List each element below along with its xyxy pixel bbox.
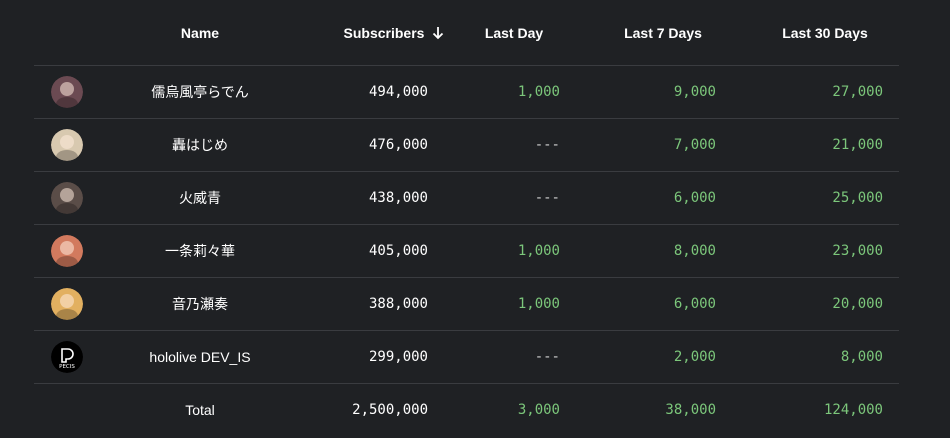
total-last-7-days: 38,000	[665, 402, 716, 418]
last-day-change: 1,000	[517, 296, 560, 312]
last-7-days-change: 9,000	[673, 84, 716, 100]
table-row[interactable]: 轟はじめ 476,000 --- 7,000 21,000	[34, 119, 899, 172]
last-day-change: 1,000	[517, 243, 560, 259]
subscriber-count: 405,000	[368, 243, 428, 259]
last-day-change: 1,000	[517, 84, 560, 100]
last-30-days-change: 25,000	[832, 190, 883, 206]
last-30-days-change: 20,000	[832, 296, 883, 312]
last-7-days-change: 6,000	[673, 296, 716, 312]
table-row[interactable]: PECIS hololive DEV_IS 299,000 --- 2,000 8,000	[34, 331, 899, 384]
last-7-days-change: 7,000	[673, 137, 716, 153]
avatar[interactable]: PECIS	[51, 341, 83, 373]
table-header: Name Subscribers Last Day Last 7 Days La…	[34, 0, 899, 66]
last-day-change: ---	[534, 190, 560, 206]
table-row[interactable]: 火威青 438,000 --- 6,000 25,000	[34, 172, 899, 225]
avatar[interactable]	[51, 235, 83, 267]
last-30-days-change: 21,000	[832, 137, 883, 153]
header-name[interactable]: Name	[180, 24, 220, 41]
avatar[interactable]	[51, 129, 83, 161]
avatar[interactable]	[51, 288, 83, 320]
last-30-days-change: 8,000	[840, 349, 883, 365]
total-last-day: 3,000	[517, 402, 560, 418]
channel-name[interactable]: 轟はじめ	[172, 137, 228, 153]
total-last-30-days: 124,000	[823, 402, 883, 418]
subscriber-count: 299,000	[368, 349, 428, 365]
table-row[interactable]: 音乃瀬奏 388,000 1,000 6,000 20,000	[34, 278, 899, 331]
channel-name[interactable]: 儒烏風亭らでん	[151, 84, 249, 100]
header-last-day[interactable]: Last Day	[484, 24, 544, 41]
avatar[interactable]	[51, 76, 83, 108]
last-7-days-change: 6,000	[673, 190, 716, 206]
channel-name[interactable]: 音乃瀬奏	[172, 296, 228, 312]
subscriber-count: 388,000	[368, 296, 428, 312]
subscriber-stats-table: Name Subscribers Last Day Last 7 Days La…	[34, 0, 899, 436]
table-row[interactable]: 儒烏風亭らでん 494,000 1,000 9,000 27,000	[34, 66, 899, 119]
header-subscribers[interactable]: Subscribers	[324, 0, 464, 65]
subscriber-count: 438,000	[368, 190, 428, 206]
last-day-change: ---	[534, 349, 560, 365]
channel-name[interactable]: 一条莉々華	[165, 243, 235, 259]
last-30-days-change: 23,000	[832, 243, 883, 259]
header-last-30-days[interactable]: Last 30 Days	[782, 24, 868, 41]
table-total-row: Total 2,500,000 3,000 38,000 124,000	[34, 384, 899, 436]
last-7-days-change: 2,000	[673, 349, 716, 365]
table-row[interactable]: 一条莉々華 405,000 1,000 8,000 23,000	[34, 225, 899, 278]
subscriber-count: 476,000	[368, 137, 428, 153]
last-day-change: ---	[534, 137, 560, 153]
avatar[interactable]	[51, 182, 83, 214]
subscriber-count: 494,000	[368, 84, 428, 100]
total-subscribers: 2,500,000	[352, 402, 428, 418]
header-subscribers-label: Subscribers	[343, 24, 425, 41]
channel-name[interactable]: hololive DEV_IS	[149, 349, 251, 365]
svg-text:PECIS: PECIS	[59, 364, 75, 370]
total-label: Total	[185, 402, 215, 418]
channel-name[interactable]: 火威青	[179, 190, 221, 206]
last-7-days-change: 8,000	[673, 243, 716, 259]
arrow-down-icon[interactable]	[432, 26, 444, 40]
header-last-7-days[interactable]: Last 7 Days	[624, 24, 702, 41]
table-body: 儒烏風亭らでん 494,000 1,000 9,000 27,000 轟はじめ 476,00…	[34, 66, 899, 384]
last-30-days-change: 27,000	[832, 84, 883, 100]
